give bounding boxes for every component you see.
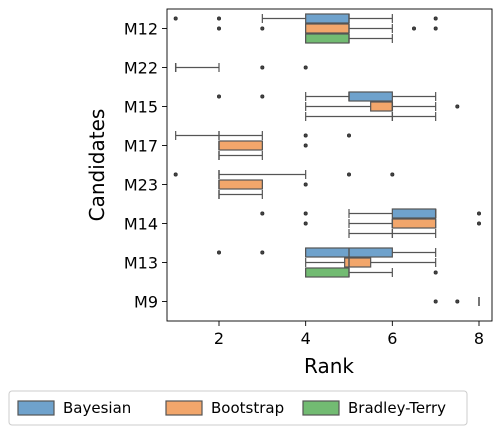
box-M12-bootstrap — [217, 23, 438, 34]
outlier-point — [390, 172, 395, 177]
x-tick-label: 2 — [214, 329, 224, 348]
outlier-point — [455, 104, 460, 109]
box-body — [391, 218, 437, 229]
outlier-point — [433, 16, 438, 21]
outlier-point — [433, 299, 438, 304]
y-tick-label: M15 — [124, 98, 158, 117]
box-M12-bayesian — [173, 13, 438, 24]
outlier-point — [260, 211, 265, 216]
outlier-point — [260, 94, 265, 99]
legend-label: Bayesian — [63, 399, 131, 417]
box-M17-bradley-terry — [218, 151, 263, 160]
y-tick-label: M9 — [134, 293, 158, 312]
box-M15-bradley-terry — [305, 112, 437, 121]
box-M15-bootstrap — [305, 101, 460, 112]
box-M23-bootstrap — [218, 179, 308, 190]
outlier-point — [303, 65, 308, 70]
outlier-point — [433, 270, 438, 275]
box-body — [348, 91, 393, 102]
box-body — [391, 208, 437, 219]
y-axis-label: Candidates — [85, 109, 109, 222]
legend-item-bradley-terry: Bradley-Terry — [302, 399, 446, 417]
legend-swatch — [302, 400, 340, 416]
outlier-point — [217, 94, 222, 99]
box-body — [305, 23, 350, 34]
outlier-point — [411, 26, 416, 31]
legend-swatch — [165, 400, 203, 416]
outlier-point — [476, 221, 481, 226]
box-M22-bayesian — [174, 63, 308, 72]
outlier-point — [303, 182, 308, 187]
legend-item-bootstrap: Bootstrap — [165, 399, 284, 417]
box-M23-bayesian — [173, 170, 395, 179]
box-M14-bayesian — [260, 208, 481, 219]
box-M13-bayesian — [217, 247, 437, 258]
box-M9-bayesian — [433, 297, 480, 306]
x-tick-label: 4 — [301, 329, 311, 348]
box-M13-bradley-terry — [305, 267, 438, 278]
box-body — [305, 13, 350, 24]
x-axis-label: Rank — [304, 354, 354, 378]
y-tick-label: M13 — [124, 254, 158, 273]
outlier-point — [303, 133, 308, 138]
box-M17-bootstrap — [218, 140, 308, 151]
box-M17-bayesian — [175, 131, 351, 140]
x-tick-label: 6 — [387, 329, 397, 348]
chart-marks — [173, 13, 481, 306]
y-tick-label: M22 — [124, 59, 158, 78]
y-tick-label: M12 — [124, 20, 158, 39]
legend-frame — [8, 390, 468, 426]
legend: Bayesian Bootstrap Bradley-Terry — [8, 390, 468, 426]
box-body — [305, 33, 350, 44]
outlier-point — [346, 172, 351, 177]
outlier-point — [217, 26, 222, 31]
box-body — [218, 179, 263, 190]
x-tick-label: 8 — [474, 329, 484, 348]
box-M23-bradley-terry — [218, 190, 263, 199]
box-body — [305, 267, 350, 278]
legend-swatch — [17, 400, 55, 416]
box-M15-bayesian — [217, 91, 437, 102]
outlier-point — [303, 143, 308, 148]
outlier-point — [173, 172, 178, 177]
box-M13-bootstrap — [305, 257, 437, 268]
box-body — [218, 140, 263, 151]
legend-item-bayesian: Bayesian — [17, 399, 131, 417]
y-tick-label: M17 — [124, 137, 158, 156]
outlier-point — [260, 250, 265, 255]
outlier-point — [260, 65, 265, 70]
outlier-point — [455, 299, 460, 304]
outlier-point — [173, 16, 178, 21]
outlier-point — [217, 250, 222, 255]
y-tick-label: M14 — [124, 215, 158, 234]
box-M14-bootstrap — [303, 218, 481, 229]
y-tick-label: M23 — [124, 176, 158, 195]
outlier-point — [346, 133, 351, 138]
box-body — [370, 101, 393, 112]
box-body — [344, 257, 372, 268]
outlier-point — [217, 16, 222, 21]
chart-axes: M12 M22 M15 M17 M23 M14 M13 M9 2 4 6 8 — [124, 20, 484, 349]
legend-label: Bootstrap — [211, 399, 284, 417]
outlier-point — [260, 26, 265, 31]
outlier-point — [433, 26, 438, 31]
box-M14-bradley-terry — [348, 229, 437, 238]
legend-label: Bradley-Terry — [348, 399, 446, 417]
outlier-point — [476, 211, 481, 216]
outlier-point — [303, 211, 308, 216]
outlier-point — [303, 221, 308, 226]
box-M12-bradley-terry — [305, 33, 393, 44]
